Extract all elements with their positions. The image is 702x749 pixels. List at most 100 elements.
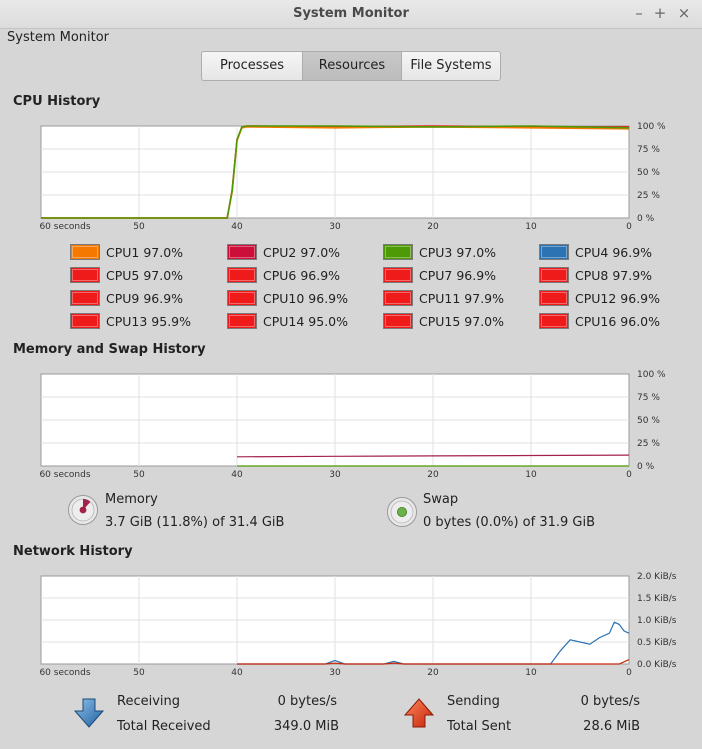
memory-label: Memory [105, 492, 158, 507]
network-y-tick-label: 1.0 KiB/s [637, 616, 677, 626]
memory-y-tick-label: 0 % [637, 462, 655, 472]
cpu-legend-item: CPU8 97.9% [539, 265, 652, 285]
sending-value: 0 bytes/s [580, 694, 640, 709]
tab-bar: Processes Resources File Systems [201, 51, 501, 81]
tab-processes[interactable]: Processes [201, 51, 302, 81]
memory-x-tick-label: 50 [133, 470, 145, 480]
cpu-legend-label: CPU5 97.0% [106, 267, 184, 283]
sending-series-line [237, 659, 630, 665]
network-x-tick-label: 10 [525, 668, 537, 678]
memory-pie-icon[interactable] [67, 494, 99, 526]
network-section-title: Network History [13, 544, 133, 559]
memory-value: 3.7 GiB (11.8%) of 31.4 GiB [105, 515, 285, 530]
network-y-tick-label: 0.5 KiB/s [637, 638, 677, 648]
cpu-color-swatch[interactable] [70, 244, 100, 260]
window-titlebar: System Monitor – + × [0, 0, 702, 29]
cpu-legend-label: CPU10 96.9% [263, 290, 349, 306]
cpu-legend-label: CPU7 96.9% [419, 267, 497, 283]
cpu-color-swatch[interactable] [70, 313, 100, 329]
cpu-legend-label: CPU16 96.0% [575, 313, 661, 329]
cpu-legend-item: CPU5 97.0% [70, 265, 183, 285]
memory-y-tick-label: 50 % [637, 416, 660, 426]
swap-value: 0 bytes (0.0%) of 31.9 GiB [423, 515, 595, 530]
cpu-legend-item: CPU4 96.9% [539, 242, 652, 262]
cpu-legend-label: CPU12 96.9% [575, 290, 661, 306]
cpu-legend-item: CPU14 95.0% [227, 311, 348, 331]
receiving-value: 0 bytes/s [277, 694, 337, 709]
cpu-color-swatch[interactable] [227, 244, 257, 260]
cpu-history-graph: 60 seconds 50 40 30 20 10 0 100 % 75 % 50 % 25 % 0 … [39, 122, 666, 232]
cpu-legend-item: CPU10 96.9% [227, 288, 348, 308]
network-y-tick-label: 0.0 KiB/s [637, 660, 677, 670]
cpu-x-tick-label: 20 [427, 222, 439, 232]
network-x-tick-label: 60 seconds [39, 668, 90, 678]
cpu-color-swatch[interactable] [539, 290, 569, 306]
cpu-section-title: CPU History [13, 94, 101, 109]
cpu-legend-label: CPU13 95.9% [106, 313, 192, 329]
cpu-x-tick-label: 30 [329, 222, 341, 232]
memory-x-tick-label: 60 seconds [39, 470, 90, 480]
memory-y-tick-label: 100 % [637, 370, 666, 380]
cpu-legend-item: CPU15 97.0% [383, 311, 504, 331]
receiving-arrow-icon[interactable] [73, 697, 105, 729]
cpu-color-swatch[interactable] [383, 267, 413, 283]
memory-series-line [236, 454, 630, 458]
cpu-legend-item: CPU2 97.0% [227, 242, 340, 262]
cpu-color-swatch[interactable] [227, 313, 257, 329]
cpu-legend-label: CPU14 95.0% [263, 313, 349, 329]
cpu-legend-label: CPU9 96.9% [106, 290, 184, 306]
cpu-y-tick-label: 0 % [637, 214, 655, 224]
cpu-color-swatch[interactable] [227, 290, 257, 306]
cpu-y-tick-label: 75 % [637, 145, 660, 155]
tab-file-systems[interactable]: File Systems [401, 51, 501, 81]
cpu-x-tick-label: 0 [626, 222, 632, 232]
swap-pie-icon[interactable] [386, 496, 418, 528]
cpu-legend-item: CPU12 96.9% [539, 288, 660, 308]
cpu-color-swatch[interactable] [383, 313, 413, 329]
cpu-legend-label: CPU8 97.9% [575, 267, 653, 283]
cpu-color-swatch[interactable] [227, 267, 257, 283]
maximize-icon[interactable]: + [653, 4, 667, 22]
cpu-color-swatch[interactable] [70, 290, 100, 306]
cpu-legend-item: CPU1 97.0% [70, 242, 183, 262]
cpu-y-tick-label: 100 % [637, 122, 666, 132]
cpu-legend-label: CPU11 97.9% [419, 290, 505, 306]
memory-x-tick-label: 20 [427, 470, 439, 480]
cpu-x-tick-label: 40 [231, 222, 243, 232]
window-title: System Monitor [293, 6, 409, 21]
network-x-tick-label: 50 [133, 668, 145, 678]
memory-x-tick-label: 40 [231, 470, 243, 480]
cpu-legend-item: CPU9 96.9% [70, 288, 183, 308]
cpu-color-swatch[interactable] [383, 244, 413, 260]
cpu-series-line [41, 125, 630, 219]
sending-arrow-icon[interactable] [403, 697, 435, 729]
swap-label: Swap [423, 492, 459, 507]
total-received-value: 349.0 MiB [273, 719, 339, 734]
cpu-legend-item: CPU13 95.9% [70, 311, 191, 331]
app-menu[interactable]: System Monitor [7, 30, 110, 45]
memory-history-graph: 60 seconds 50 40 30 20 10 0 100 % 75 % 50 % 25 % 0 … [39, 370, 666, 480]
network-y-tick-label: 2.0 KiB/s [637, 572, 677, 582]
cpu-x-tick-label: 50 [133, 222, 145, 232]
memory-x-tick-label: 30 [329, 470, 341, 480]
cpu-x-tick-label: 60 seconds [39, 222, 90, 232]
cpu-color-swatch[interactable] [539, 313, 569, 329]
cpu-legend-item: CPU3 97.0% [383, 242, 496, 262]
cpu-y-tick-label: 25 % [637, 191, 660, 201]
minimize-icon[interactable]: – [635, 4, 643, 22]
cpu-color-swatch[interactable] [539, 267, 569, 283]
cpu-color-swatch[interactable] [383, 290, 413, 306]
cpu-color-swatch[interactable] [70, 267, 100, 283]
network-history-graph: 60 seconds 50 40 30 20 10 0 2.0 KiB/s 1.5 KiB/s 1… [39, 572, 677, 678]
total-received-label: Total Received [117, 719, 211, 734]
network-y-tick-label: 1.5 KiB/s [637, 594, 677, 604]
cpu-legend-item: CPU16 96.0% [539, 311, 660, 331]
cpu-x-tick-label: 10 [525, 222, 537, 232]
close-icon[interactable]: × [677, 4, 691, 22]
cpu-color-swatch[interactable] [539, 244, 569, 260]
sending-label: Sending [447, 694, 500, 709]
cpu-legend-label: CPU15 97.0% [419, 313, 505, 329]
memory-x-tick-label: 0 [626, 470, 632, 480]
tab-resources[interactable]: Resources [302, 51, 401, 81]
network-x-tick-label: 30 [329, 668, 341, 678]
